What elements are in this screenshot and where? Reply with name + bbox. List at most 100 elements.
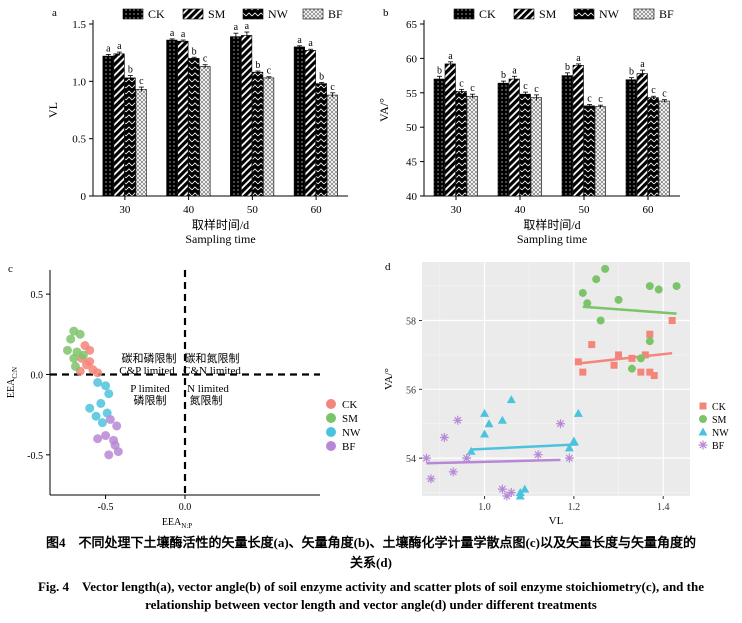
point-ck [610, 361, 618, 369]
bar-ck [433, 78, 445, 197]
bar-ck [102, 55, 114, 197]
bar-bf [263, 77, 275, 197]
legend-label-bf: BF [712, 441, 725, 452]
y-tick-label: 1.5 [72, 19, 86, 31]
significance-letter: b [501, 70, 506, 81]
y-axis-label: VA/° [383, 368, 395, 390]
legend-marker-bf [698, 440, 708, 450]
bar-nw [124, 77, 136, 197]
bar-sm [177, 40, 189, 197]
legend-label-ck: CK [712, 402, 727, 413]
legend-label-nw: NW [342, 427, 361, 439]
bar-bf [530, 97, 542, 197]
point-sm [627, 364, 636, 373]
significance-letter: a [117, 41, 122, 52]
point-sm [62, 345, 72, 355]
significance-letter: c [267, 66, 272, 77]
point-sm [578, 288, 587, 297]
bar-ck [625, 79, 637, 197]
legend-marker-sm [699, 415, 707, 423]
significance-letter: c [534, 84, 539, 95]
y-tick-label: 56 [406, 385, 416, 396]
bar-bf [199, 66, 211, 197]
caption-english-line2: relationship between vector length and v… [145, 597, 597, 612]
point-sm [75, 329, 85, 339]
significance-letter: a [640, 59, 645, 70]
point-sm [601, 264, 610, 273]
legend-marker-ck [326, 399, 336, 409]
x-tick-label: 30 [451, 204, 463, 216]
point-sm [645, 282, 654, 291]
significance-letter: b [629, 67, 634, 78]
point-sm [592, 275, 601, 284]
significance-letter: c [330, 82, 335, 93]
significance-letter: b [565, 62, 570, 73]
point-nw [515, 488, 525, 497]
quadrant-bottom-left-en: P limited [130, 383, 170, 395]
legend-swatch-nw [242, 8, 264, 20]
bar-ck [230, 36, 242, 197]
fit-line-sm [582, 305, 677, 315]
point-ck [646, 330, 654, 338]
significance-letter: a [448, 51, 453, 62]
significance-letter: c [598, 94, 603, 105]
legend-label-sm: SM [208, 7, 226, 21]
point-sm [596, 316, 605, 325]
point-nw [104, 389, 114, 399]
x-axis-label-zh: 取样时间/d [192, 217, 249, 232]
point-nw [506, 395, 516, 404]
significance-letter: c [203, 54, 208, 65]
caption-english-line1: Fig. 4 Vector length(a), vector angle(b)… [37, 579, 704, 594]
x-tick-label: 1.2 [568, 502, 581, 513]
x-tick-label: 30 [119, 204, 131, 216]
significance-letter: b [192, 46, 197, 57]
bar-sm [444, 63, 456, 197]
bar-nw [455, 91, 467, 197]
point-ck [588, 341, 596, 349]
legend-label-bf: BF [659, 7, 674, 21]
point-sm [583, 299, 592, 308]
panel-letter: b [383, 7, 389, 19]
point-sm [614, 295, 623, 304]
y-tick-label: 1.0 [72, 76, 86, 88]
y-tick-label: -0.5 [27, 451, 43, 462]
point-nw [569, 436, 579, 445]
bar-ck [293, 46, 305, 197]
legend-label-sm: SM [539, 7, 557, 21]
bar-nw [188, 58, 200, 197]
significance-letter: a [576, 53, 581, 64]
point-bf [533, 450, 543, 460]
point-bf [453, 415, 463, 425]
x-axis-label-en: Sampling time [185, 232, 255, 246]
legend-marker-nw [698, 427, 708, 436]
point-nw [480, 408, 490, 417]
x-tick-label: 0.0 [179, 502, 192, 513]
significance-letter: b [437, 65, 442, 76]
point-ck [641, 351, 649, 359]
y-tick-label: 0.5 [72, 134, 86, 146]
significance-letter: c [139, 76, 144, 87]
y-tick-label: 0.0 [31, 370, 44, 381]
point-nw [96, 398, 106, 408]
point-sm [70, 361, 80, 371]
significance-letter: c [662, 89, 667, 100]
point-sm [66, 334, 76, 344]
x-tick-label: 40 [183, 204, 195, 216]
bar-bf [594, 106, 606, 197]
point-sm [654, 285, 663, 294]
panel-letter: c [8, 263, 13, 275]
significance-letter: a [170, 28, 175, 39]
point-bf [110, 440, 120, 450]
point-sm [672, 282, 681, 291]
point-ck [93, 368, 103, 378]
legend-swatch-ck [453, 8, 475, 20]
x-tick-label: 1.4 [657, 502, 670, 513]
x-axis-label: VL [549, 515, 564, 527]
point-bf [112, 421, 122, 431]
legend-label-bf: BF [328, 7, 343, 21]
quadrant-top-right-en: C&N limited [183, 365, 241, 377]
significance-letter: a [245, 21, 250, 32]
